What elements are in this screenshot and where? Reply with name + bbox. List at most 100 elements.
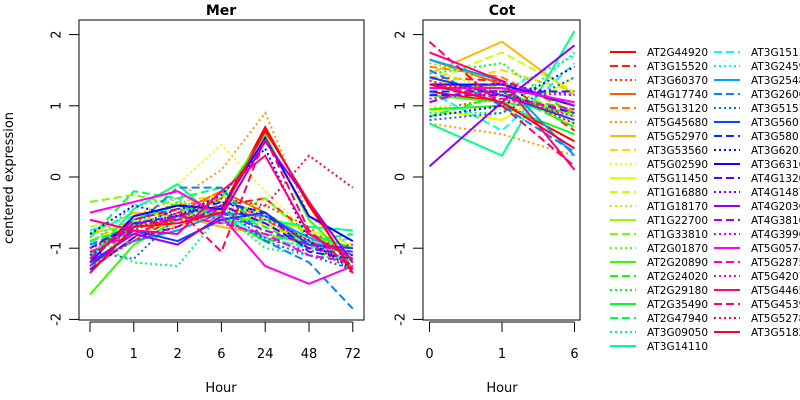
- x-tick-label: 2: [173, 347, 181, 362]
- legend-item-label: AT3G5601: [751, 117, 800, 129]
- legend-item-label: AT3G1511: [751, 47, 800, 59]
- legend-item-label: AT3G2606: [751, 89, 800, 101]
- legend-item-label: AT3G09050: [647, 327, 708, 339]
- panel-title: Mer: [206, 3, 236, 19]
- y-tick-label: 2: [50, 30, 65, 38]
- legend-item-label: AT5G5278: [751, 313, 800, 325]
- y-tick-label: 2: [394, 30, 409, 38]
- legend-item-label: AT4G1320: [751, 173, 800, 185]
- legend-item-label: AT5G4465: [751, 285, 800, 297]
- series-group: [428, 30, 576, 171]
- legend-item-label: AT3G14110: [647, 341, 708, 353]
- plot-frame: [422, 19, 581, 321]
- legend-item-label: AT1G22700: [647, 215, 708, 227]
- y-tick-label: -1: [50, 242, 65, 255]
- legend-item-label: AT5G2875: [751, 257, 800, 269]
- y-tick-label: 1: [394, 102, 409, 110]
- legend-item-label: AT3G60370: [647, 75, 708, 87]
- legend-item-label: AT4G3810: [751, 215, 800, 227]
- series-line-at3g5182: [89, 128, 354, 274]
- y-tick-label: 0: [394, 173, 409, 181]
- series-line-at3g6316: [429, 83, 575, 107]
- series-line-at3g6316: [89, 135, 354, 264]
- series-line-at5g13120: [429, 65, 575, 114]
- series-line-at3g5182: [429, 83, 576, 150]
- legend-item-label: AT5G4207: [751, 271, 800, 283]
- series-line-at3g5801: [89, 200, 353, 260]
- legend-item-label: AT2G35490: [647, 299, 708, 311]
- series-line-at5g4465: [89, 154, 354, 260]
- x-tick-label: 48: [301, 347, 318, 362]
- series-line-at5g5278: [429, 83, 575, 125]
- panel-mer: Mer Hour -2 -1 0 1 2 0 1 2 6 24 48 72: [50, 3, 365, 396]
- legend-item-label: AT2G01870: [647, 243, 708, 255]
- series-group: [89, 110, 354, 310]
- y-tick-label: 0: [50, 173, 65, 181]
- series-line-at3g14110: [429, 30, 576, 157]
- x-axis-label: Hour: [486, 381, 518, 396]
- legend-item-label: AT2G44920: [647, 47, 708, 59]
- series-line-at3g2459: [429, 55, 575, 100]
- series-line-at5g45680: [429, 122, 575, 157]
- series-line-at3g5151: [429, 76, 575, 122]
- legend-item-label: AT5G13120: [647, 103, 708, 115]
- legend-item-label: AT3G2459: [751, 61, 800, 73]
- legend-item-label: AT3G2548: [751, 75, 800, 87]
- legend-item-label: AT5G52970: [647, 131, 708, 143]
- x-tick-label: 0: [86, 347, 94, 362]
- legend-item-label: AT5G45680: [647, 117, 708, 129]
- legend-item-label: AT4G2036: [751, 201, 800, 213]
- series-line-at5g2875: [429, 83, 575, 111]
- x-tick-label: 6: [570, 347, 578, 362]
- series-line-at5g5278: [89, 154, 354, 250]
- legend-item-label: AT3G15520: [647, 61, 708, 73]
- legend-item-label: AT1G33810: [647, 229, 708, 241]
- legend-item-label: AT4G17740: [647, 89, 708, 101]
- series-line-at5g2875: [89, 215, 353, 264]
- y-tick-label: -2: [394, 313, 409, 326]
- y-tick-label: -1: [394, 242, 409, 255]
- legend-item-label: AT1G16880: [647, 187, 708, 199]
- x-tick-label: 6: [217, 347, 225, 362]
- series-line-at3g1511: [429, 62, 576, 132]
- x-tick-label: 1: [498, 347, 506, 362]
- panel-title: Cot: [489, 3, 516, 19]
- legend-item-label: AT5G0574: [751, 243, 800, 255]
- x-tick-label: 72: [345, 347, 362, 362]
- x-tick-label: 1: [130, 347, 138, 362]
- legend-item-label: AT3G6316: [751, 159, 800, 171]
- legend-item-label: AT3G5182: [751, 327, 800, 339]
- legend-item-label: AT3G5151: [751, 103, 800, 115]
- series-line-at5g52970: [429, 40, 576, 96]
- y-tick-label: -2: [50, 313, 65, 326]
- series-line-at5g4539: [428, 40, 576, 168]
- y-tick-label: 1: [50, 102, 65, 110]
- legend-item-label: AT4G1487: [751, 187, 800, 199]
- legend-item-label: AT3G53560: [647, 145, 708, 157]
- plot-frame: [78, 19, 365, 321]
- series-line-at5g0574: [429, 87, 575, 104]
- legend: AT2G44920 AT3G15520 AT3G60370 AT4G17740 AT5G…: [610, 47, 800, 353]
- series-line-at3g2606: [89, 186, 354, 310]
- series-line-at2g47940: [89, 186, 353, 243]
- y-axis-label: centered expression: [2, 112, 17, 244]
- series-line-at4g1487: [89, 200, 354, 267]
- x-axis-label: Hour: [205, 381, 237, 396]
- legend-item-label: AT5G4539: [751, 299, 800, 311]
- series-line-at4g1487: [429, 83, 575, 97]
- series-line-at3g6203: [89, 146, 354, 271]
- panel-cot: Cot Hour -2 -1 0 1 2 0 1 6: [394, 3, 581, 396]
- legend-item-label: AT2G47940: [647, 313, 708, 325]
- legend-item-label: AT5G02590: [647, 159, 708, 171]
- series-line-at5g4539: [89, 135, 354, 271]
- x-tick-label: 24: [257, 347, 274, 362]
- series-line-at4g3996: [429, 90, 575, 100]
- legend-item-label: AT2G24020: [647, 271, 708, 283]
- legend-item-label: AT3G5801: [751, 131, 800, 143]
- x-tick-label: 0: [425, 347, 433, 362]
- series-line-at1g16880: [429, 51, 575, 93]
- legend-item-label: AT4G3996: [751, 229, 800, 241]
- legend-item-label: AT3G6203: [751, 145, 800, 157]
- legend-item-label: AT5G11450: [647, 173, 708, 185]
